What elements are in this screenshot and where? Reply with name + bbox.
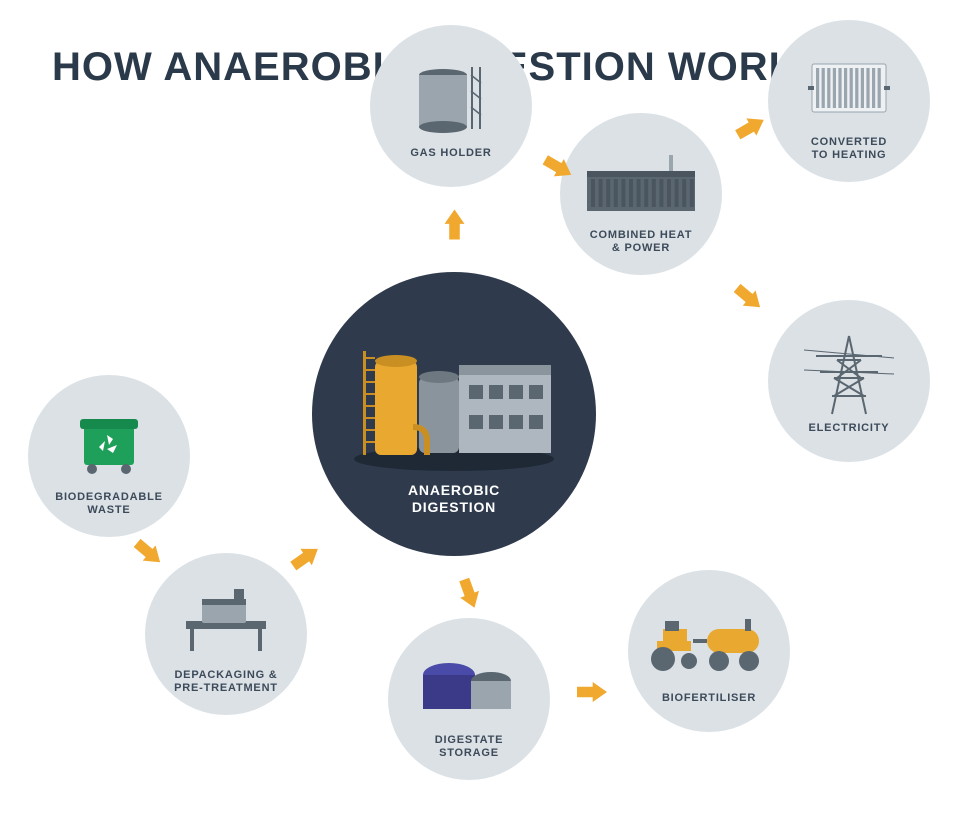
tanks-icon bbox=[419, 644, 519, 730]
arrow-combined-heat-power-to-electricity bbox=[725, 277, 770, 321]
node-label-biofertiliser: BIOFERTILISER bbox=[662, 692, 756, 705]
arrow-anaerobic-digestion-to-gas-holder bbox=[443, 208, 472, 242]
node-label-converted-heating: CONVERTED TO HEATING bbox=[811, 136, 887, 162]
arrow-digestate-storage-to-biofertiliser bbox=[575, 680, 609, 709]
node-anaerobic-digestion: ANAEROBIC DIGESTION bbox=[312, 272, 596, 556]
node-label-digestate-storage: DIGESTATE STORAGE bbox=[435, 734, 504, 760]
tractor-icon bbox=[649, 602, 769, 688]
node-label-biodegradable-waste: BIODEGRADABLE WASTE bbox=[55, 491, 163, 517]
container-icon bbox=[581, 139, 701, 225]
arrow-biodegradable-waste-to-depackaging bbox=[125, 532, 170, 576]
radiator-icon bbox=[806, 46, 892, 132]
node-electricity: ELECTRICITY bbox=[768, 300, 930, 462]
bin-icon bbox=[70, 401, 148, 487]
arrow-depackaging-to-anaerobic-digestion bbox=[285, 538, 329, 581]
node-depackaging: DEPACKAGING & PRE-TREATMENT bbox=[145, 553, 307, 715]
node-biofertiliser: BIOFERTILISER bbox=[628, 570, 790, 732]
node-label-electricity: ELECTRICITY bbox=[809, 422, 890, 435]
node-label-depackaging: DEPACKAGING & PRE-TREATMENT bbox=[174, 669, 278, 695]
arrow-combined-heat-power-to-converted-heating bbox=[730, 108, 774, 150]
node-label-gas-holder: GAS HOLDER bbox=[410, 147, 491, 160]
node-biodegradable-waste: BIODEGRADABLE WASTE bbox=[28, 375, 190, 537]
gasholder-icon bbox=[409, 57, 493, 143]
node-digestate-storage: DIGESTATE STORAGE bbox=[388, 618, 550, 780]
anaerobic-digestion-icon bbox=[349, 326, 559, 476]
arrow-anaerobic-digestion-to-digestate-storage bbox=[448, 574, 487, 616]
node-label-combined-heat-power: COMBINED HEAT & POWER bbox=[590, 229, 692, 255]
machine-icon bbox=[178, 579, 274, 665]
pylon-icon bbox=[804, 332, 894, 418]
node-label-anaerobic-digestion: ANAEROBIC DIGESTION bbox=[408, 482, 500, 516]
node-combined-heat-power: COMBINED HEAT & POWER bbox=[560, 113, 722, 275]
node-converted-heating: CONVERTED TO HEATING bbox=[768, 20, 930, 182]
node-gas-holder: GAS HOLDER bbox=[370, 25, 532, 187]
